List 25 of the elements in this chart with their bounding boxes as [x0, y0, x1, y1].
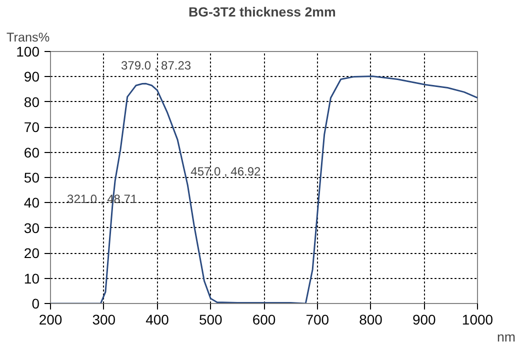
y-tick-label: 10 [24, 270, 40, 286]
annotation: 457.0 , 46.92 [190, 164, 262, 178]
y-tick-label: 50 [24, 170, 40, 186]
y-tick-label: 80 [24, 94, 40, 110]
x-axis-title: nm [496, 330, 516, 344]
annotation: 379.0 , 87.23 [121, 58, 192, 73]
y-tick-label: 60 [24, 144, 40, 160]
x-tick-label: 200 [38, 312, 62, 328]
y-tick-label: 70 [24, 119, 40, 136]
y-tick-label: 40 [24, 194, 40, 211]
x-tick-label: 500 [198, 312, 223, 328]
x-tick-label: 1000 [462, 312, 494, 328]
y-tick-label: 0 [32, 296, 40, 312]
chart-title: BG-3T2 thickness 2mm [188, 4, 336, 20]
y-tick-label: 100 [16, 44, 40, 60]
x-tick-label: 900 [412, 312, 436, 328]
y-tick-label: 90 [24, 68, 40, 85]
y-tick-label: 30 [24, 220, 40, 236]
x-tick-label: 300 [92, 312, 116, 328]
x-tick-label: 400 [146, 312, 170, 328]
x-tick-label: 800 [359, 312, 383, 328]
x-tick-label: 600 [252, 312, 276, 328]
y-tick-label: 20 [24, 245, 40, 262]
y-axis-title: Trans% [6, 30, 50, 44]
x-tick-label: 700 [306, 312, 330, 328]
